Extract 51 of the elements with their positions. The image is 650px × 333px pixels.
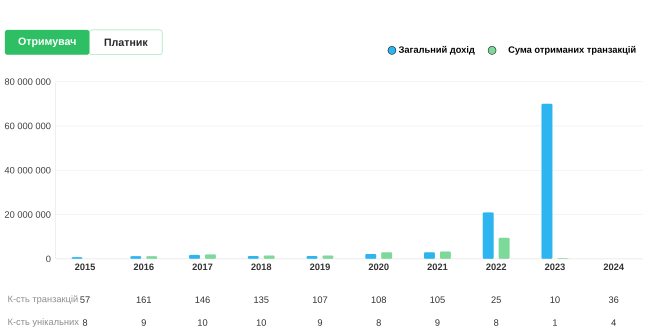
y-tick-label: 80 000 000 [4,78,51,86]
y-tick-label: 60 000 000 [4,122,51,130]
text: 108 [372,296,386,304]
text: К-сть унікальних [8,318,79,328]
text: 146 [195,296,210,304]
text: 25 [491,296,501,304]
text: 9 [142,320,146,326]
bar [204,254,216,260]
text: 57 [80,296,90,304]
y-tick-label: 0 [46,256,51,262]
text: 105 [430,296,445,304]
bar [541,104,552,260]
x-tick-label: 2019 [310,264,330,270]
bar [381,252,392,260]
text: 8 [82,320,88,326]
x-tick-label: 2015 [74,264,96,270]
text: Отримувач [18,38,76,48]
y-tick-label: 20 000 000 [4,212,51,218]
bar [498,238,510,260]
bar [322,256,334,260]
text: 1 [553,320,558,326]
text: 4 [611,320,616,326]
y-tick-label: 40 000 000 [4,167,51,174]
text: 9 [318,320,322,326]
bar [482,212,494,260]
text: К-сть транзакцій [8,295,78,304]
text: 10 [256,320,266,326]
x-tick-label: 2017 [192,264,212,270]
bar [264,256,275,260]
text: 8 [494,320,498,326]
text: 10 [198,320,208,326]
text: 135 [254,296,269,304]
x-tick-label: 2023 [544,264,565,270]
bar [365,254,376,260]
bar [424,252,435,260]
text: 8 [376,320,381,326]
x-tick-label: 2022 [486,264,506,270]
text: 36 [608,296,618,304]
text: 161 [136,296,152,304]
legend-label: Сума отриманих транзакцій [508,46,636,55]
text: 9 [435,320,440,326]
text: 10 [550,296,560,304]
x-tick-label: 2016 [134,264,154,270]
x-tick-label: 2018 [251,264,272,270]
bar [440,252,451,260]
legend-label: Загальний дохід [398,46,475,55]
x-tick-label: 2024 [604,264,624,270]
text: Платник [104,38,148,46]
x-tick-label: 2020 [368,264,389,270]
x-tick-label: 2021 [427,264,448,270]
text: 107 [312,296,328,304]
